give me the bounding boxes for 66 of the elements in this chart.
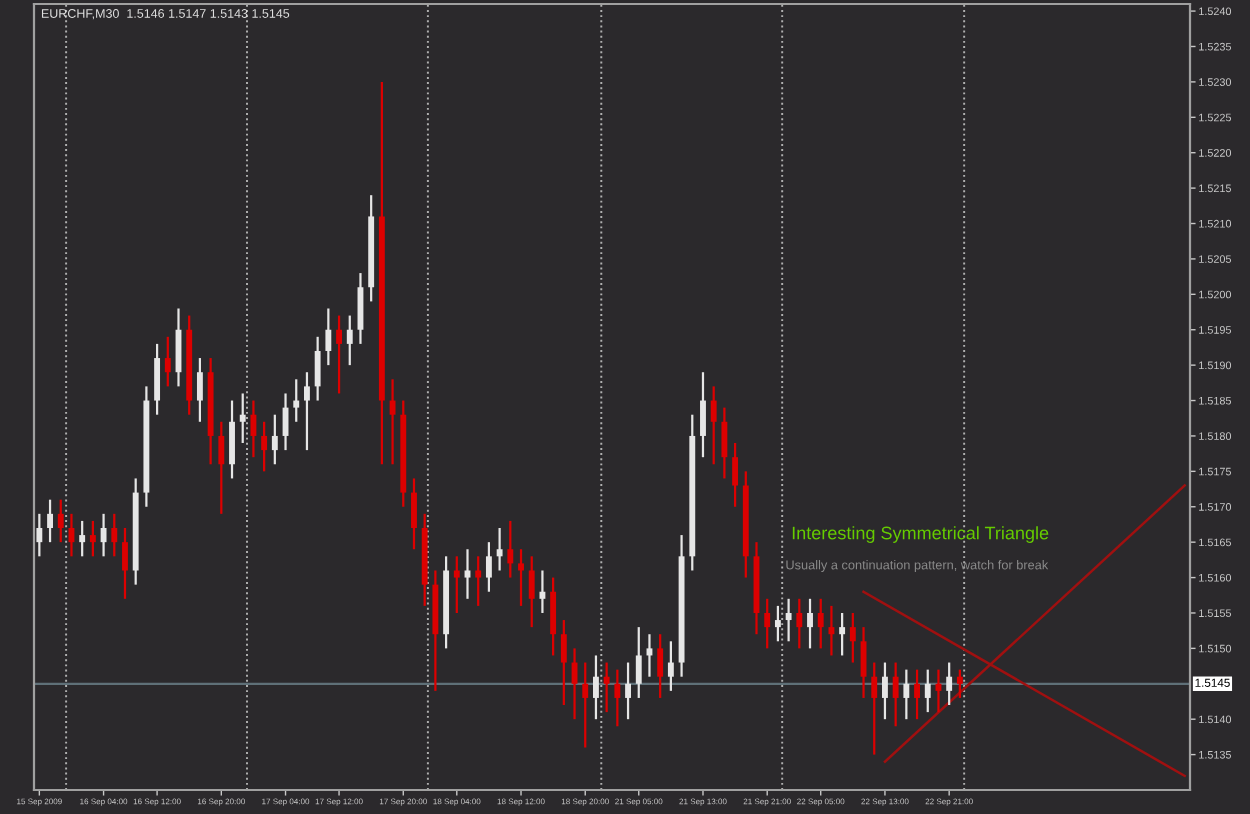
candlestick: [710, 385, 717, 466]
candlestick: [603, 661, 610, 714]
candlestick: [539, 569, 546, 615]
candlestick: [667, 640, 674, 692]
candlestick: [411, 477, 417, 551]
candlestick: [828, 604, 835, 657]
candlestick: [389, 378, 396, 466]
candlestick: [271, 413, 278, 466]
candlestick: [79, 519, 86, 558]
candlestick: [250, 399, 257, 459]
candlestick: [732, 441, 739, 508]
candlestick: [785, 597, 792, 643]
candlestick: [849, 611, 856, 664]
candlestick: [924, 668, 931, 714]
candlestick: [89, 519, 96, 558]
candlestick: [47, 498, 53, 544]
candlestick: [507, 519, 514, 579]
candlestick: [871, 661, 878, 756]
candlestick: [57, 498, 64, 544]
candlestick: [796, 597, 803, 650]
candlestick: [100, 512, 107, 558]
candlestick: [36, 512, 43, 558]
candlestick: [154, 342, 161, 416]
candlestick: [111, 512, 118, 558]
candlestick: [336, 314, 342, 395]
candlestick: [593, 654, 599, 721]
candlestick: [635, 626, 642, 700]
candlestick: [304, 371, 310, 452]
candlestick: [774, 604, 781, 643]
candlestick: [518, 548, 524, 607]
candlestick: [892, 661, 899, 728]
candlestick: [261, 420, 268, 473]
candlestick: [325, 307, 332, 367]
candlestick: [464, 548, 471, 600]
candlestick: [817, 597, 824, 650]
candlestick: [314, 335, 321, 402]
candlestick: [550, 576, 557, 657]
candlestick: [293, 378, 300, 423]
candlestick: [903, 668, 910, 721]
candlestick: [164, 335, 171, 388]
candlestick: [614, 668, 621, 728]
annotation: Interesting Symmetrical Triangle: [792, 526, 1049, 543]
candlestick: [485, 541, 492, 593]
candlestick: [239, 392, 246, 445]
candlestick: [229, 399, 235, 480]
candlestick: [882, 661, 888, 721]
candlestick: [453, 555, 460, 615]
candlestick: [721, 406, 728, 480]
candlestick: [625, 661, 631, 721]
candlestick: [475, 555, 482, 607]
candlestick: [839, 611, 846, 657]
candlestick: [218, 420, 225, 515]
candlestick: [122, 526, 128, 600]
candlestick: [528, 555, 535, 629]
candlestick: [346, 314, 353, 367]
candlestick: [196, 356, 203, 423]
candlestick: [657, 633, 664, 700]
candlestick: [764, 597, 771, 650]
candlestick: [807, 597, 813, 650]
candlestick: [496, 526, 503, 572]
candlestick: [582, 661, 589, 749]
candlestick: [914, 668, 920, 721]
candlestick: [700, 371, 706, 459]
candlestick: [560, 618, 567, 707]
candlestick: [946, 661, 953, 707]
candlestick: [956, 668, 963, 700]
